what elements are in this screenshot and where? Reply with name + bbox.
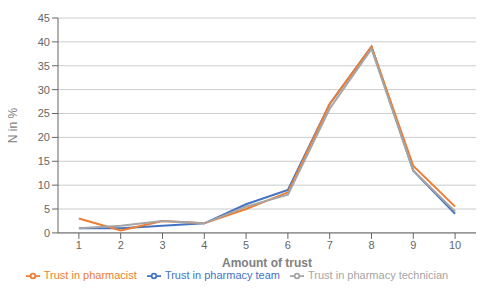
svg-text:20: 20 bbox=[38, 131, 50, 143]
svg-text:5: 5 bbox=[243, 239, 249, 251]
svg-text:Amount of trust: Amount of trust bbox=[222, 256, 312, 270]
html-text:Trust in pharmacy team: Trust in pharmacy team bbox=[164, 268, 280, 281]
svg-text:40: 40 bbox=[38, 36, 50, 48]
svg-text:8: 8 bbox=[368, 239, 374, 251]
svg-text:2: 2 bbox=[118, 239, 124, 251]
svg-text:7: 7 bbox=[327, 239, 333, 251]
svg-text:35: 35 bbox=[38, 60, 50, 72]
svg-text:6: 6 bbox=[285, 239, 291, 251]
svg-text:5: 5 bbox=[44, 203, 50, 215]
html-text:Trust in pharmacy technician: Trust in pharmacy technician bbox=[308, 268, 449, 281]
html-text:Trust in pharmacist: Trust in pharmacist bbox=[43, 268, 137, 281]
svg-text:30: 30 bbox=[38, 84, 50, 96]
svg-text:15: 15 bbox=[38, 155, 50, 167]
svg-text:1: 1 bbox=[76, 239, 82, 251]
svg-text:3: 3 bbox=[159, 239, 165, 251]
svg-text:4: 4 bbox=[201, 239, 207, 251]
svg-text:10: 10 bbox=[449, 239, 461, 251]
svg-text:25: 25 bbox=[38, 107, 50, 119]
svg-text:45: 45 bbox=[38, 12, 50, 24]
svg-text:0: 0 bbox=[44, 227, 50, 239]
svg-text:10: 10 bbox=[38, 179, 50, 191]
svg-text:9: 9 bbox=[410, 239, 416, 251]
svg-text:N in %: N in % bbox=[8, 107, 20, 143]
